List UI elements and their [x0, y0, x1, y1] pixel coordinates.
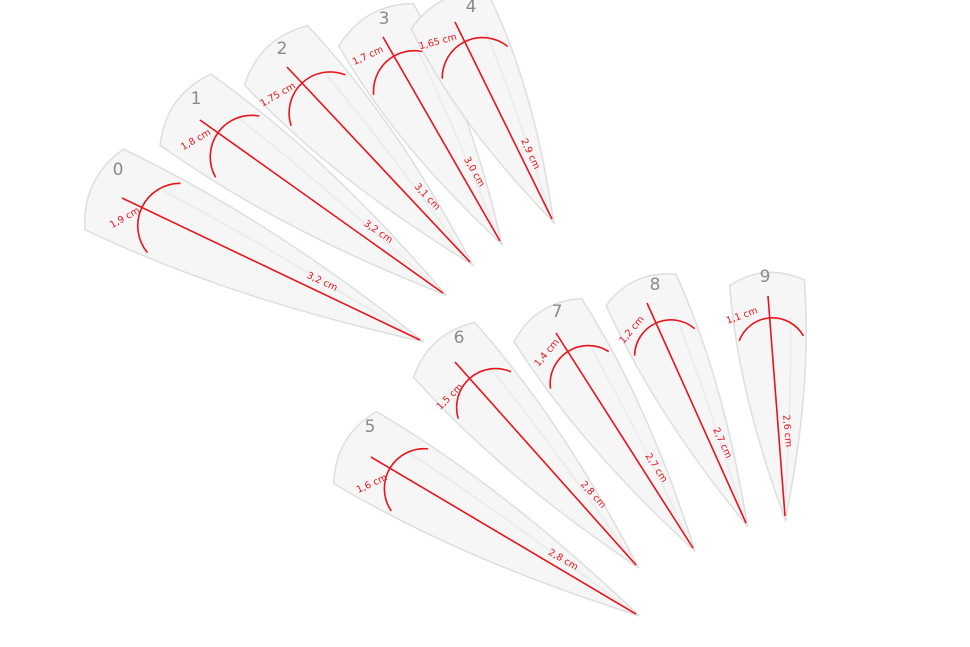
nail-highlight — [161, 189, 416, 339]
nail-tip-0 — [84, 148, 425, 343]
width-arc — [383, 447, 429, 512]
width-arc — [137, 182, 181, 254]
length-line — [646, 302, 747, 524]
width-arc — [455, 367, 512, 419]
nail-highlight — [321, 69, 467, 259]
length-line — [454, 361, 637, 566]
width-arc — [549, 344, 610, 389]
nail-shape — [332, 410, 640, 617]
nail-highlight — [408, 452, 632, 612]
nail-number: 8 — [650, 275, 661, 295]
nail-tip-4 — [410, 0, 555, 225]
width-arc — [633, 319, 696, 356]
length-line — [454, 21, 553, 220]
nail-tip-6 — [412, 321, 640, 569]
nail-tip-8 — [605, 273, 749, 528]
nail-highlight — [489, 366, 633, 562]
length-label: 2,6 cm — [780, 414, 794, 447]
nail-highlight — [783, 316, 792, 511]
nail-tip-3 — [337, 2, 504, 247]
nail-number: 2 — [277, 39, 288, 59]
nail-tip-1 — [159, 73, 447, 297]
nail-shape — [159, 73, 447, 297]
width-arc — [738, 317, 805, 342]
nail-number: 0 — [113, 160, 124, 180]
nail-highlight — [414, 45, 498, 237]
nail-highlight — [484, 31, 551, 214]
nail-tip-5 — [332, 410, 640, 617]
nail-shape — [337, 2, 504, 247]
nail-number: 1 — [191, 89, 202, 109]
nail-shape — [605, 273, 749, 528]
length-line — [767, 295, 786, 517]
length-line — [121, 197, 421, 341]
nail-tip-9 — [728, 271, 807, 523]
length-line — [286, 66, 471, 263]
nail-number: 9 — [760, 267, 771, 287]
length-line — [382, 36, 501, 242]
nail-number: 7 — [552, 302, 563, 322]
length-line — [370, 456, 637, 615]
nail-tip-2 — [243, 24, 475, 268]
width-arc — [209, 114, 260, 178]
nail-number: 3 — [379, 9, 390, 29]
nail-shape — [410, 0, 555, 225]
nail-number: 6 — [454, 328, 465, 348]
length-line — [199, 119, 444, 294]
nail-number: 4 — [466, 0, 477, 17]
nail-shape — [412, 321, 640, 569]
nail-number: 5 — [365, 417, 376, 437]
nail-shape — [513, 297, 696, 552]
nail-highlight — [675, 315, 745, 518]
length-line — [555, 332, 694, 549]
width-arc — [441, 36, 509, 79]
nail-tip-7 — [513, 297, 696, 552]
nail-highlight — [587, 342, 691, 544]
width-arc — [288, 71, 346, 127]
nail-highlight — [237, 116, 439, 291]
nail-shape — [84, 148, 425, 343]
